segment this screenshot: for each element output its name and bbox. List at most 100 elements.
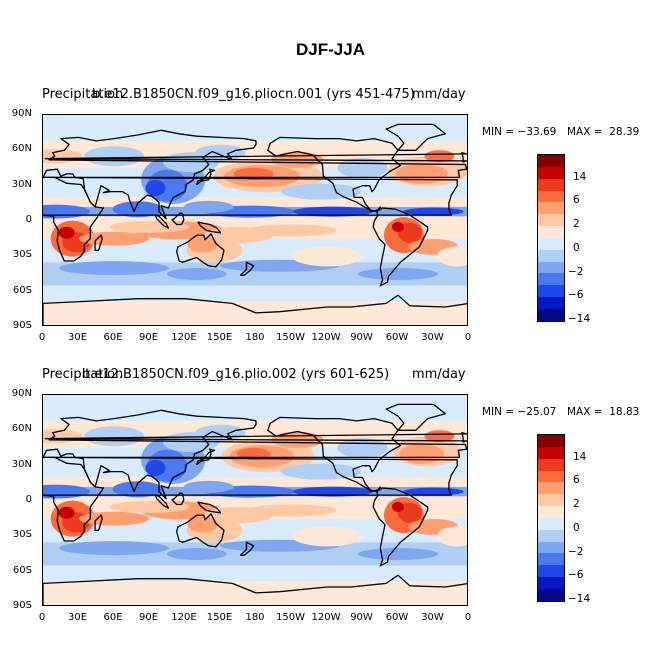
lon-tick-label: 90E	[138, 612, 159, 623]
colorbar-swatch	[538, 494, 564, 507]
precip-anomaly-patch	[112, 481, 163, 498]
figure-title: DJF-JJA	[296, 40, 365, 59]
colorbar-label: 14	[573, 170, 587, 183]
colorbar-label: 14	[573, 450, 587, 463]
colorbar-swatch	[538, 308, 564, 321]
precip-anomaly-patch	[187, 516, 218, 533]
colorbar-swatch	[538, 178, 564, 191]
precip-anomaly-patch	[403, 487, 464, 496]
precip-anomaly-patch	[145, 460, 166, 477]
coastline-japan	[196, 168, 216, 186]
colorbar-label: 6	[573, 474, 580, 487]
colorbar-label: −2	[568, 265, 584, 278]
precip-anomaly-patch	[292, 526, 362, 547]
coastline-madagascar	[94, 234, 103, 252]
precip-anomaly-patch	[59, 261, 169, 276]
lon-tick-label: 90E	[138, 332, 159, 343]
colorbar-swatch	[538, 237, 564, 250]
panel-left-title: Precipitation	[42, 367, 124, 382]
min-value: MIN = −25.07	[482, 406, 557, 418]
precip-anomaly-patch	[292, 246, 362, 267]
lon-tick-label: 0	[38, 612, 46, 623]
colorbar-swatch	[538, 506, 564, 518]
min-value: MIN = −33.69	[482, 126, 557, 138]
precip-anomaly-patch	[437, 246, 467, 267]
coastline-uk	[44, 152, 467, 163]
precip-anomaly-patch	[59, 541, 169, 556]
colorbar-swatch	[538, 273, 564, 286]
coastline-new-zealand	[239, 541, 255, 556]
antarctic-band	[43, 301, 467, 325]
lon-tick-label: 60W	[385, 332, 409, 343]
colorbar-swatch	[538, 565, 564, 578]
arctic-band	[43, 395, 467, 421]
precip-anomaly-patch	[183, 200, 234, 213]
coastline-new-guinea	[197, 221, 222, 234]
lat-tick-label: 30S	[12, 529, 32, 541]
colorbar-swatch	[538, 297, 564, 309]
precip-anomaly-patch	[292, 486, 373, 497]
coastline-australia	[176, 233, 225, 268]
colorbar-swatch	[538, 261, 564, 274]
coastline-sumatra	[154, 214, 170, 229]
coastline-eurasia	[43, 409, 467, 500]
coastline-australia	[176, 513, 225, 548]
arctic-band	[43, 115, 467, 141]
lon-tick-label: 0	[38, 332, 46, 343]
precip-anomaly-patch	[112, 201, 163, 218]
map-field	[43, 115, 467, 325]
lon-tick-label: 60E	[103, 332, 123, 343]
map-panel-2: Precipitation b.e12.B1850CN.f09_g16.plio…	[0, 362, 661, 642]
colorbar-swatch	[538, 249, 564, 262]
precip-anomaly-patch	[145, 180, 166, 197]
precip-anomaly-patch	[403, 207, 464, 216]
coastline-borneo	[171, 212, 185, 226]
colorbar	[537, 434, 565, 602]
lat-tick-label: 60S	[12, 284, 32, 296]
lat-tick-label: 60N	[11, 423, 32, 435]
lat-tick-label: 0	[25, 493, 32, 505]
coastline-south-america	[372, 207, 429, 287]
lon-tick-label: 180	[245, 332, 265, 343]
precip-anomaly-patch	[392, 501, 404, 512]
precip-anomaly-patch	[424, 150, 455, 163]
coastline-sumatra	[154, 494, 170, 509]
lat-tick-label: 90N	[11, 108, 32, 119]
colorbar-swatch	[538, 458, 564, 471]
coastline-new-zealand	[239, 261, 255, 276]
precip-difference-map	[42, 114, 468, 326]
precip-anomaly-patch	[424, 430, 455, 443]
lat-tick-label: 0	[25, 213, 32, 225]
precip-anomaly-patch	[79, 511, 149, 526]
colorbar-label: 0	[573, 241, 580, 254]
antarctic-band	[43, 581, 467, 605]
coastline-africa	[43, 176, 458, 262]
colorbar-label: −14	[568, 593, 591, 605]
panel-units: mm/day	[412, 367, 466, 382]
precip-anomaly-patch	[292, 206, 373, 217]
precip-anomaly-patch	[183, 480, 234, 493]
colorbar-swatch	[538, 190, 564, 203]
coastline-south-america	[372, 487, 429, 567]
lat-tick-label: 60N	[11, 143, 32, 155]
colorbar-label: 0	[573, 521, 580, 534]
precip-anomaly-patch	[395, 163, 448, 184]
colorbar-label: −2	[568, 545, 584, 558]
colorbar-swatch	[538, 553, 564, 566]
panel-case-title: b.e12.B1850CN.f09_g16.pliocn.001 (yrs 45…	[92, 87, 415, 102]
precip-anomaly-patch	[84, 426, 144, 447]
lon-tick-label: 120W	[311, 332, 341, 343]
lon-tick-label: 0	[464, 612, 472, 623]
precip-anomaly-patch	[166, 268, 227, 280]
precip-anomaly-patch	[358, 268, 438, 280]
precip-anomaly-patch	[246, 504, 337, 517]
max-value: MAX = 28.39	[567, 126, 640, 138]
lon-tick-label: 90W	[350, 612, 373, 623]
lon-tick-label: 60E	[103, 612, 123, 623]
colorbar-swatch	[538, 155, 564, 167]
panel-left-title: Precipitation	[42, 87, 124, 102]
precip-anomaly-patch	[281, 463, 362, 480]
lat-tick-label: 90N	[11, 388, 32, 399]
precip-anomaly-patch	[109, 220, 190, 233]
colorbar-swatch	[538, 202, 564, 215]
